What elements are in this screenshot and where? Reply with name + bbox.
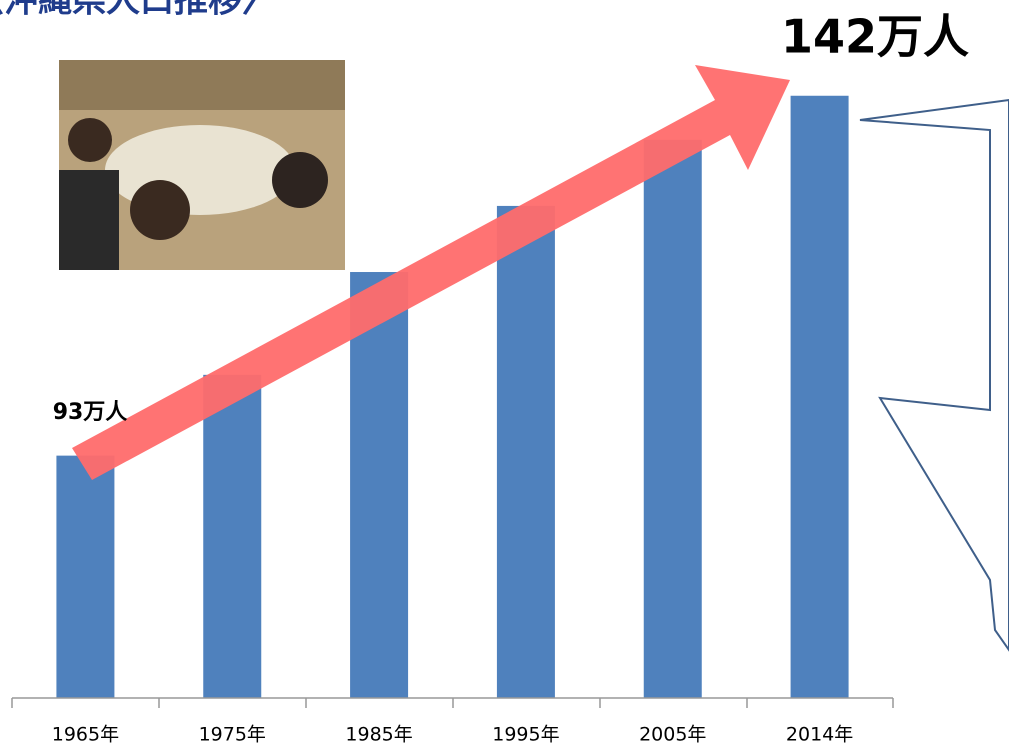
bar	[644, 140, 702, 698]
chart: 〈沖縄県人口推移〉 1965年 1975年 1985年 1995年 2005年 2014年…	[0, 0, 1009, 748]
x-axis-ticks	[12, 698, 893, 708]
bar	[350, 272, 408, 698]
x-tick-label: 1985年	[345, 724, 412, 746]
x-tick-label: 1975年	[199, 724, 266, 746]
value-label: 142万人	[781, 10, 969, 64]
x-tick-label: 2005年	[639, 724, 706, 746]
page: {"chart_data": {"type": "bar", "title": …	[0, 0, 1009, 748]
photo	[59, 60, 345, 270]
speech-bubble	[860, 100, 1009, 650]
bar	[497, 206, 555, 698]
x-tick-label: 1995年	[492, 724, 559, 746]
value-label: 93万人	[53, 400, 128, 425]
x-tick-label: 2014年	[786, 724, 853, 746]
bar	[56, 456, 114, 698]
chart-title: 〈沖縄県人口推移〉	[0, 0, 276, 21]
bar	[791, 96, 849, 698]
x-tick-label: 1965年	[52, 724, 119, 746]
bar	[203, 375, 261, 698]
